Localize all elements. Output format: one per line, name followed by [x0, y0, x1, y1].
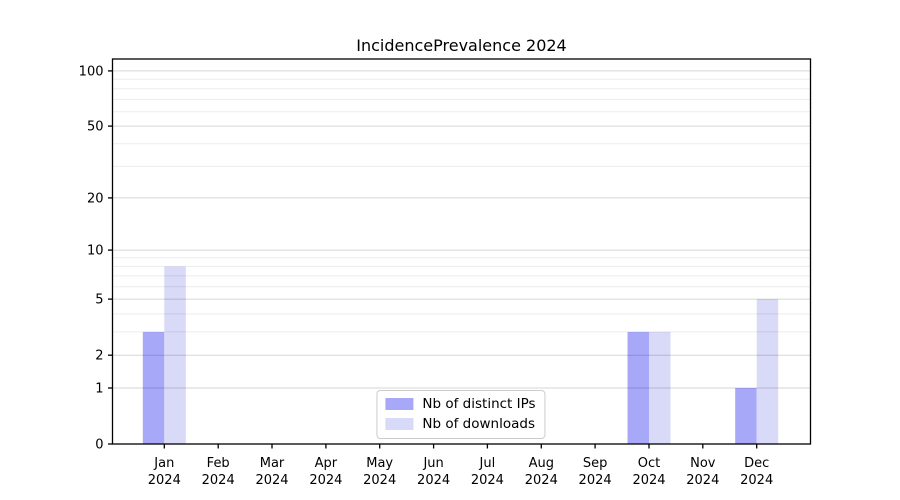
y-tick-label: 10 [87, 244, 104, 259]
x-tick-label-month: Aug [529, 456, 554, 471]
x-tick-label-year: 2024 [632, 473, 665, 488]
x-tick-label-year: 2024 [525, 473, 558, 488]
x-tick-label-month: Sep [583, 456, 608, 471]
y-tick-label: 100 [79, 64, 104, 79]
legend-label-downloads: Nb of downloads [422, 416, 535, 432]
x-tick-label-month: Jun [422, 456, 443, 471]
x-tick-label-month: May [366, 456, 393, 471]
major-gridlines [112, 70, 811, 389]
y-tick-label: 1 [95, 382, 103, 397]
x-tick-label-year: 2024 [686, 473, 719, 488]
bar-series-0 [142, 331, 757, 444]
legend-item-downloads: Nb of downloads [385, 416, 535, 432]
bar [142, 331, 165, 444]
bar-groups [142, 266, 779, 444]
bar [627, 331, 649, 444]
y-tick-label: 5 [95, 293, 103, 308]
y-tick-label: 0 [95, 438, 103, 453]
x-tick-label-year: 2024 [417, 473, 450, 488]
legend: Nb of distinct IPs Nb of downloads [376, 390, 546, 439]
y-tick-label: 2 [95, 349, 103, 364]
bar [649, 331, 671, 444]
legend-label-distinct-ips: Nb of distinct IPs [422, 396, 536, 412]
x-tick-label-year: 2024 [363, 473, 396, 488]
legend-item-distinct-ips: Nb of distinct IPs [385, 396, 536, 412]
y-axis: 0 1 2 5 10 20 50 100 [79, 64, 113, 453]
y-tick-label: 50 [87, 120, 104, 135]
x-tick-label-year: 2024 [255, 473, 288, 488]
x-axis: Jan 2024 Feb 2024 Mar 2024 Apr 2024 May 2024 Jun 20… [148, 444, 773, 488]
x-tick-label-year: 2024 [471, 473, 504, 488]
x-tick-label-year: 2024 [202, 473, 235, 488]
x-tick-label-month: Apr [315, 456, 338, 471]
x-tick-label-month: Feb [207, 456, 230, 471]
x-tick-label-month: Jan [153, 456, 174, 471]
x-tick-label-year: 2024 [309, 473, 342, 488]
x-tick-label-month: Nov [690, 456, 716, 471]
bar [735, 388, 757, 444]
bar [164, 266, 186, 444]
legend-swatch-distinct-ips [385, 398, 414, 410]
x-tick-label-year: 2024 [579, 473, 612, 488]
x-tick-label-month: Mar [260, 456, 285, 471]
minor-gridlines [112, 78, 811, 333]
x-tick-label-year: 2024 [740, 473, 773, 488]
bar-series-1 [164, 266, 779, 444]
x-tick-label-year: 2024 [148, 473, 181, 488]
legend-swatch-downloads [385, 418, 414, 430]
x-tick-label-month: Oct [638, 456, 660, 471]
y-tick-label: 20 [87, 191, 104, 206]
x-tick-label-month: Jul [479, 456, 496, 471]
plot-frame [111, 58, 812, 445]
chart-title: IncidencePrevalence 2024 [356, 36, 567, 55]
x-tick-label-month: Dec [744, 456, 769, 471]
bar [756, 299, 779, 444]
